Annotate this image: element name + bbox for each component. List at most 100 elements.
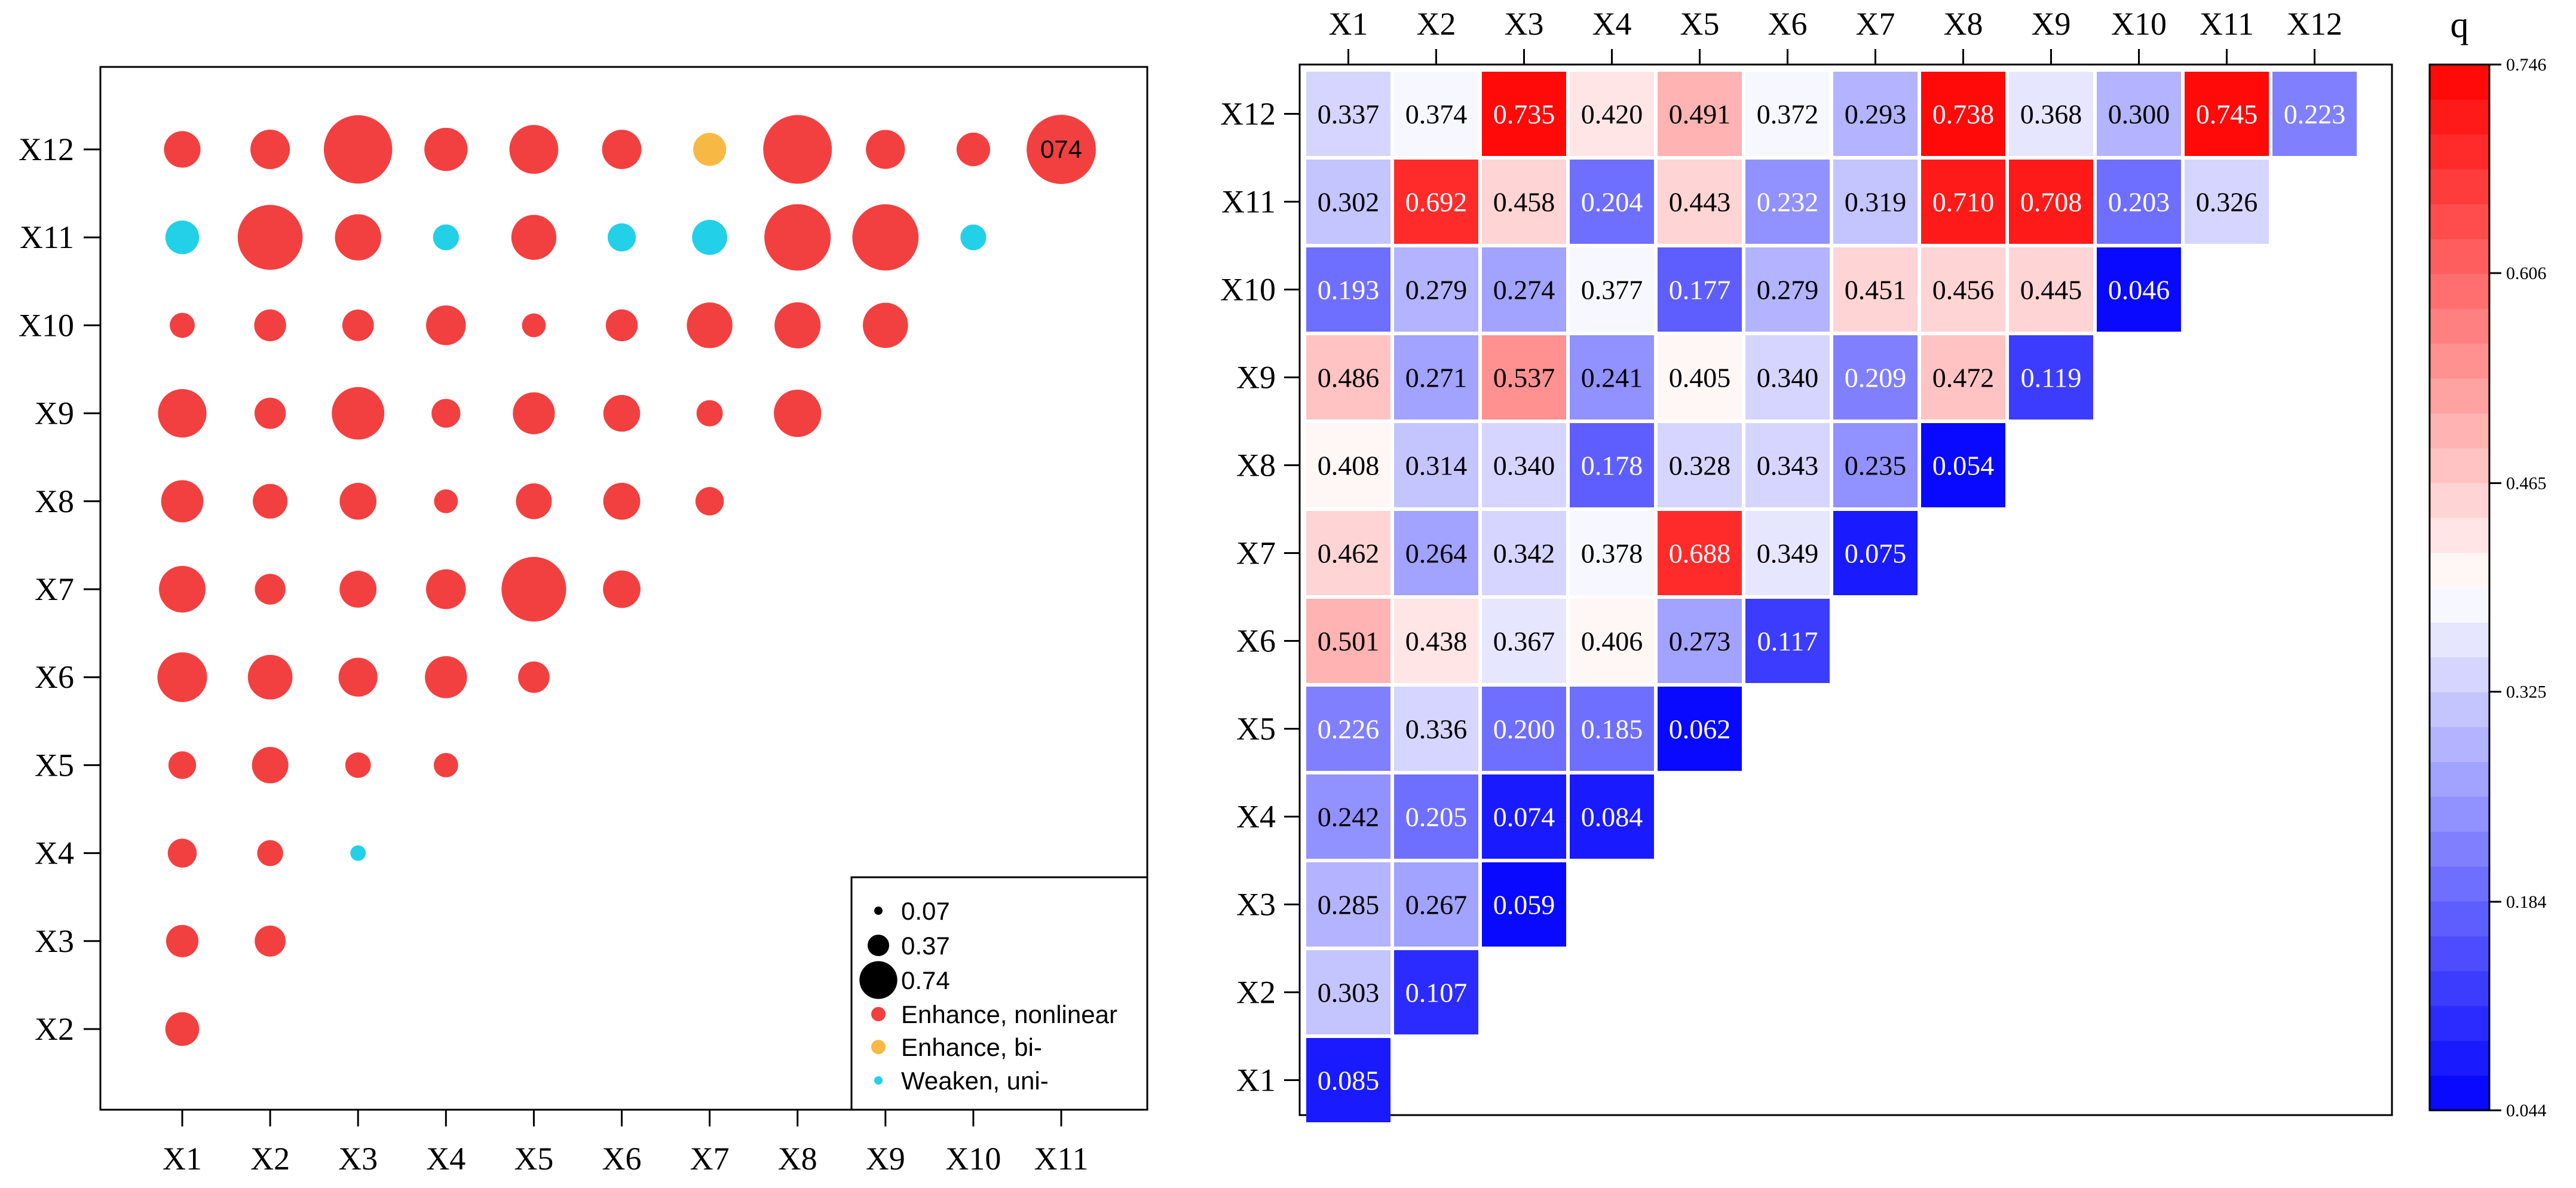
bubble-point (603, 394, 641, 432)
y-tick-label: X11 (20, 219, 74, 255)
bubble-point (167, 838, 197, 868)
colorbar-segment (2430, 657, 2489, 693)
heatmap-cell (1570, 160, 1654, 244)
colorbar: q 0.746 0.606 0.465 0.325 0.184 0.044 (2428, 5, 2547, 1120)
bubble-point (433, 753, 458, 777)
y-tick-label: X3 (35, 923, 74, 959)
heatmap-cell-label: 0.178 (1581, 451, 1643, 481)
heatmap-cell (1394, 247, 1478, 332)
heatmap-cell (1833, 160, 1918, 244)
bubble-point (253, 483, 288, 519)
heatmap-cell-label: 0.408 (1318, 451, 1380, 481)
heatmap-cell-label: 0.193 (1318, 275, 1380, 305)
heatmap-cell (1921, 72, 2005, 156)
x-tick-label: X10 (945, 1141, 1001, 1177)
heatmap-y-tick-label: X8 (1236, 448, 1276, 483)
colorbar-segment (2430, 169, 2489, 204)
heatmap-cell-label: 0.406 (1581, 626, 1643, 657)
heatmap-cell (1482, 247, 1566, 332)
colorbar-segment (2430, 727, 2489, 763)
heatmap-cell (1306, 950, 1390, 1034)
heatmap-cell (1482, 160, 1566, 244)
heatmap-y-tick-label: X4 (1236, 799, 1276, 835)
bubble-point (165, 1012, 200, 1046)
heatmap-cell-label: 0.177 (1669, 275, 1731, 305)
colorbar-tick-label: 0.184 (2506, 892, 2547, 912)
heatmap-cell (1658, 687, 1742, 771)
colorbar-segment (2430, 831, 2489, 867)
heatmap-x-tick-label: X5 (1680, 6, 1720, 42)
bubble-point (165, 220, 200, 255)
colorbar-segment (2430, 413, 2489, 449)
heatmap-x-tick-label: X9 (2032, 6, 2071, 42)
bubble-point (425, 656, 467, 699)
colorbar-segment (2430, 587, 2489, 623)
bubble-point (431, 399, 461, 428)
heatmap-cell (1745, 423, 1830, 507)
heatmap-cell (1833, 423, 1918, 507)
y-tick-label: X5 (35, 747, 74, 783)
colorbar-segment (2430, 343, 2489, 379)
heatmap-cell-label: 0.232 (1757, 187, 1819, 218)
bubble-point (852, 204, 919, 271)
x-tick-label: X7 (690, 1141, 730, 1177)
heatmap-cell (1482, 423, 1566, 507)
heatmap-cell (1833, 335, 1918, 420)
heatmap-x-tick-label: X11 (2200, 6, 2254, 42)
bubble-point (332, 387, 385, 440)
legend-category-label: Enhance, nonlinear (901, 1000, 1117, 1028)
heatmap-cell-label: 0.273 (1669, 626, 1731, 657)
heatmap-cell (2272, 72, 2357, 156)
heatmap-cell-label: 0.340 (1757, 363, 1819, 393)
colorbar-segment (2430, 901, 2489, 936)
heatmap-cell-label: 0.491 (1669, 99, 1731, 130)
colorbar-frame (2428, 63, 2491, 1112)
heatmap-y-tick-label: X9 (1236, 360, 1276, 396)
heatmap-cell-label: 0.328 (1669, 451, 1731, 481)
legend-category-marker (871, 1007, 886, 1021)
heatmap-x-tick-label: X1 (1329, 6, 1368, 42)
y-tick-label: X2 (35, 1011, 74, 1047)
colorbar-segment (2430, 99, 2489, 135)
bubble-point (166, 924, 199, 957)
bubble-point (168, 751, 197, 779)
heatmap-x-tick-label: X2 (1417, 6, 1456, 42)
bubble-point (339, 483, 376, 520)
heatmap-cell (1482, 72, 1566, 156)
colorbar-tick-label: 0.746 (2506, 55, 2547, 75)
y-tick-label: X4 (35, 835, 74, 871)
bubble-point (518, 661, 550, 693)
colorbar-segment (2430, 970, 2489, 1006)
heatmap-cell (1745, 72, 1830, 156)
bubble-point (603, 570, 641, 608)
heatmap-cell-label: 0.075 (1845, 538, 1907, 569)
bubble-point (257, 840, 283, 866)
colorbar-segment (2430, 448, 2489, 483)
colorbar-segment (2430, 378, 2489, 414)
heatmap-cell (2185, 72, 2269, 156)
heatmap-cell (1833, 72, 1918, 156)
colorbar-tick-label: 0.606 (2506, 264, 2547, 283)
bubble-point (159, 566, 206, 613)
bubble-point (516, 483, 552, 519)
heatmap-cell (2009, 335, 2093, 420)
heatmap-x-tick-label: X10 (2111, 6, 2167, 42)
heatmap-cell-label: 0.745 (2196, 99, 2258, 130)
bubble-point (605, 309, 638, 342)
heatmap-cell (1570, 72, 1654, 156)
bubble-point (157, 652, 207, 702)
bubble-point (255, 925, 286, 957)
heatmap-cell-label: 0.456 (1932, 275, 1995, 305)
heatmap-cell-label: 0.046 (2108, 275, 2170, 305)
heatmap-cell (1658, 72, 1742, 156)
heatmap-cell (2097, 72, 2181, 156)
heatmap-cell (1394, 423, 1478, 507)
x-tick-label: X8 (778, 1141, 817, 1177)
heatmap-cell-label: 0.271 (1405, 363, 1468, 393)
heatmap-cell (1394, 599, 1478, 683)
bubble-point (255, 574, 286, 605)
heatmap-x-tick-label: X12 (2287, 6, 2342, 42)
heatmap-y-tick-label: X11 (1221, 184, 1276, 220)
bubble-annotation: 074 (1040, 135, 1082, 163)
heatmap-cell (1658, 599, 1742, 683)
